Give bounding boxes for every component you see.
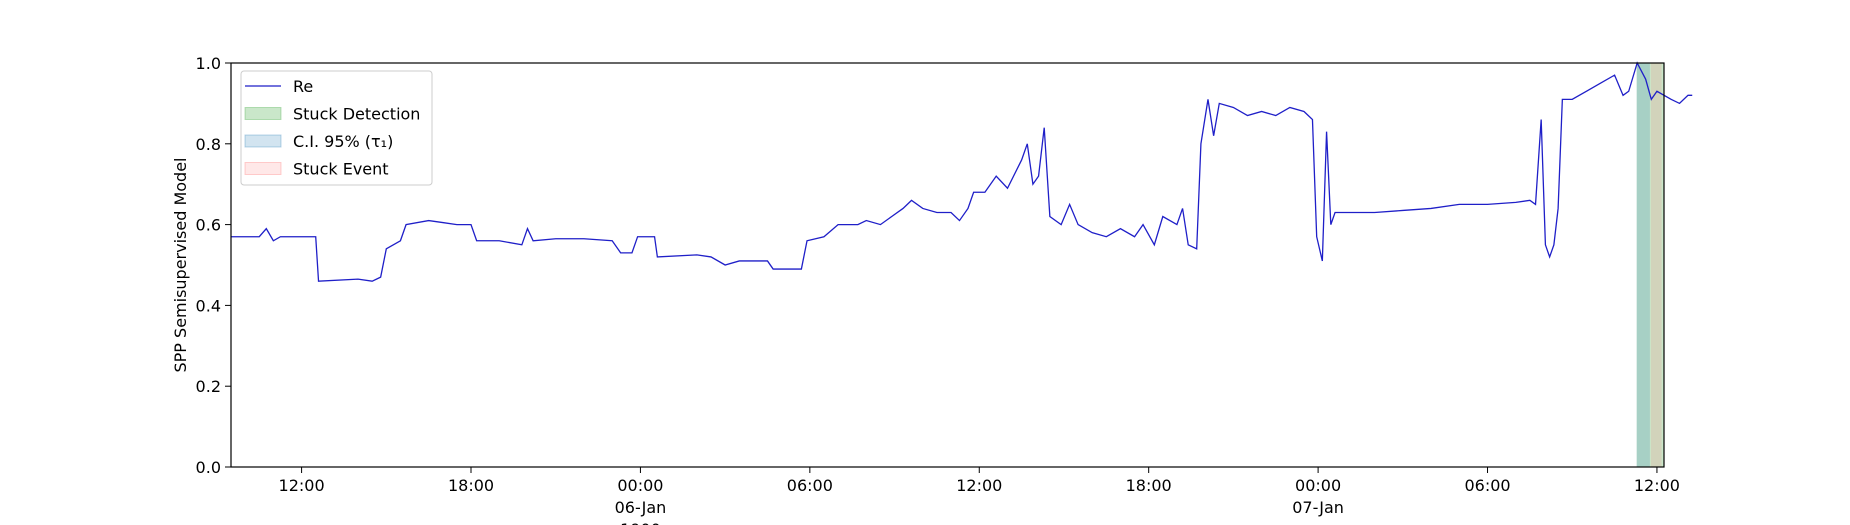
legend-swatch [244, 134, 282, 148]
legend-box [240, 70, 433, 186]
legend-label: Stuck Detection [293, 105, 420, 124]
y-tick-label: 0.6 [196, 216, 221, 235]
legend-label: Stuck Event [293, 160, 389, 179]
y-tick-label: 0.2 [196, 377, 221, 396]
x-tick-label: 12:00 [279, 476, 325, 495]
y-axis-label: SPP Semisupervised Model [171, 158, 190, 373]
plot-frame [230, 62, 1665, 468]
x-tick-label: 12:00 [956, 476, 1002, 495]
legend-label: C.I. 95% (τ₁) [293, 132, 393, 151]
x-tick-label: 18:00 [448, 476, 494, 495]
x-tick-label: 00:00 07-Jan [1292, 476, 1344, 517]
x-tick-label: 18:00 [1126, 476, 1172, 495]
y-tick-label: 1.0 [196, 54, 221, 73]
x-tick-label: 06:00 [1464, 476, 1510, 495]
line [231, 61, 1693, 282]
span [1636, 63, 1664, 467]
legend-swatch [244, 107, 282, 120]
span [1636, 63, 1650, 467]
y-tick-label: 0.8 [196, 135, 221, 154]
span [1650, 63, 1662, 467]
legend: Re Stuck Detection C.I. 95% (τ₁) Stuck Even… [240, 70, 433, 186]
y-tick-label: 0.4 [196, 296, 221, 315]
legend-swatch [244, 162, 282, 175]
x-tick-label: 12:00 [1634, 476, 1680, 495]
y-tick-label: 0.0 [196, 458, 221, 477]
x-tick-label: 06:00 [787, 476, 833, 495]
legend-label: Re [293, 77, 313, 96]
